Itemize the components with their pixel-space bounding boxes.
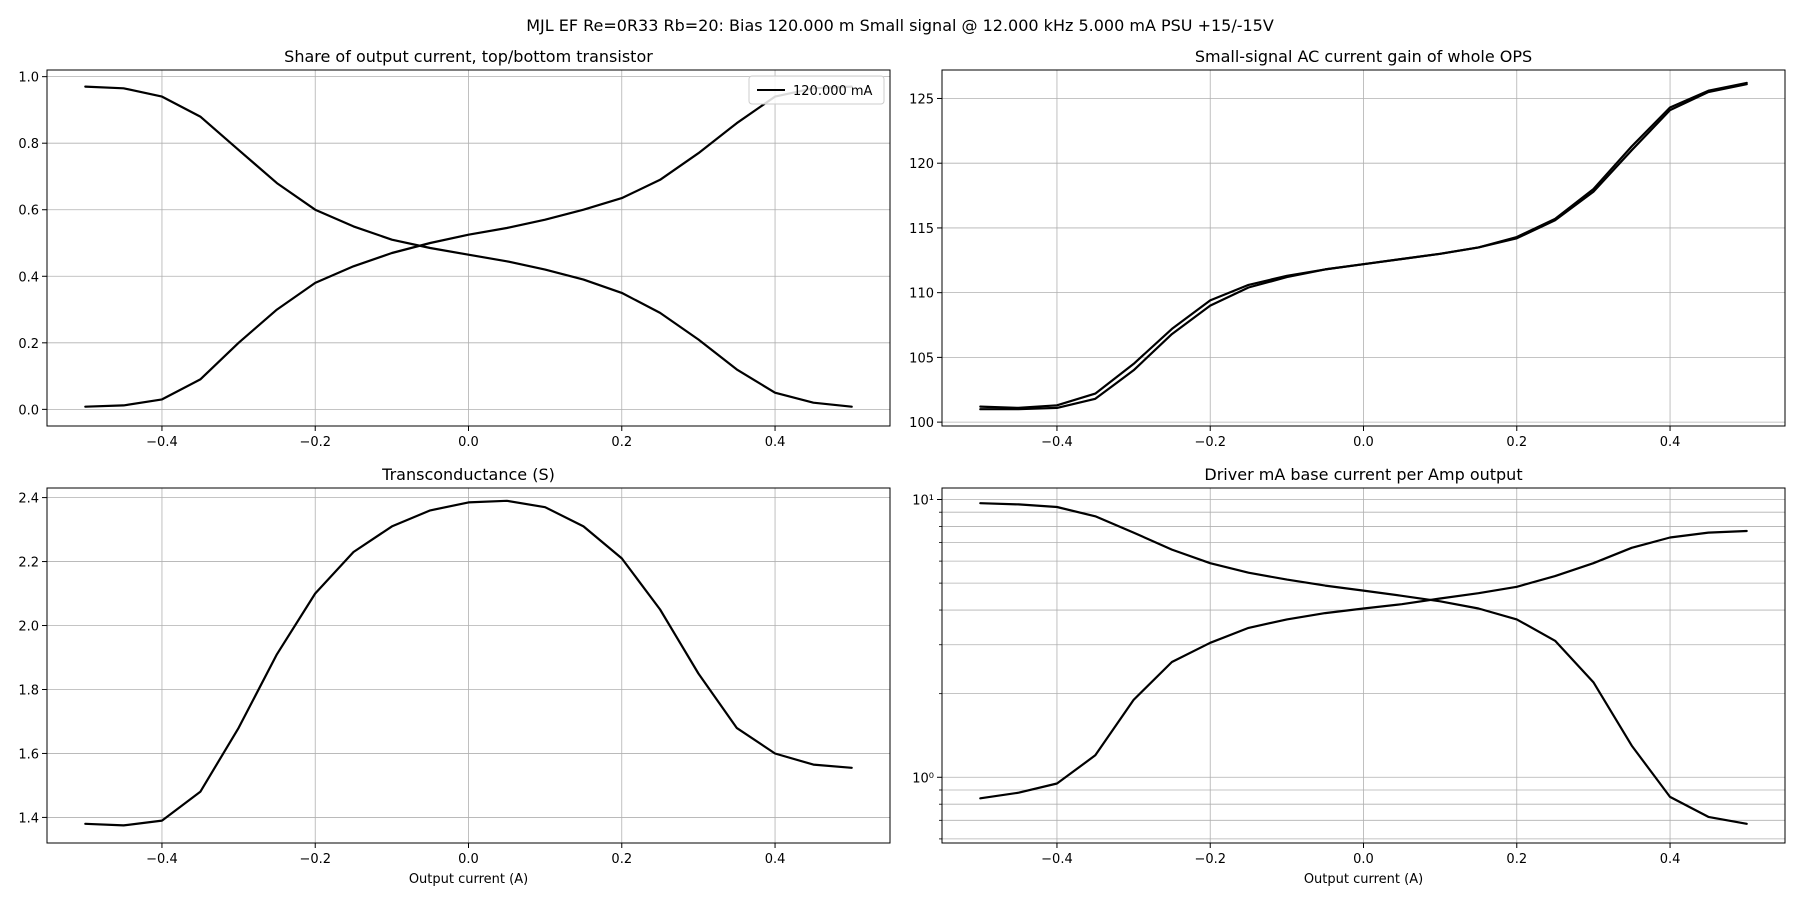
x-tick-label: 0.0 xyxy=(1353,852,1374,867)
grid xyxy=(942,70,1785,426)
legend-label: 120.000 mA xyxy=(793,84,873,99)
x-tick-label: 0.2 xyxy=(611,435,632,450)
y-tick-label: 0.6 xyxy=(18,204,39,219)
y-tick-label: 0.0 xyxy=(18,403,39,418)
y-tick-label: 1.4 xyxy=(18,811,39,826)
y-tick-label: 100 xyxy=(909,416,934,431)
series-line-2 xyxy=(84,85,853,408)
x-tick-label: −0.4 xyxy=(1041,435,1073,450)
x-tick-label: −0.4 xyxy=(146,852,178,867)
y-tick-label: 0.8 xyxy=(18,137,39,152)
y-tick-label: 10⁰ xyxy=(912,771,934,786)
series-line-1 xyxy=(979,502,1748,825)
panel-top-right: −0.4 −0.2 0.0 0.2 0.4 100 105 110 115 120 125 Small… xyxy=(909,47,1786,450)
panel-bottom-left: −0.4 −0.2 0.0 0.2 0.4 1.4 1.6 1.8 2.0 2.2 2.4 Trans… xyxy=(18,465,891,887)
y-tick-label: 2.4 xyxy=(18,492,39,507)
y-tick-label: 1.8 xyxy=(18,683,39,698)
x-tick-label: 0.0 xyxy=(1353,435,1374,450)
x-tick-label: 0.4 xyxy=(1660,435,1681,450)
series-line-1 xyxy=(84,499,853,827)
series-line-2 xyxy=(979,529,1748,800)
y-tick-label: 115 xyxy=(909,222,934,237)
grid xyxy=(47,488,890,843)
x-tick-label: −0.2 xyxy=(299,852,331,867)
figure-suptitle: MJL EF Re=0R33 Rb=20: Bias 120.000 m Sma… xyxy=(526,16,1274,35)
panel-title: Share of output current, top/bottom tran… xyxy=(284,47,653,66)
y-tick-label: 0.4 xyxy=(18,270,39,285)
y-tick-label: 0.2 xyxy=(18,337,39,352)
legend: 120.000 mA xyxy=(748,75,885,105)
y-tick-label: 120 xyxy=(909,157,934,172)
series-line-2 xyxy=(979,83,1748,411)
series-line-1 xyxy=(84,85,853,408)
x-tick-label: −0.4 xyxy=(146,435,178,450)
panel-title: Driver mA base current per Amp output xyxy=(1204,465,1522,484)
x-tick-label: 0.4 xyxy=(1660,852,1681,867)
x-tick-label: −0.2 xyxy=(1194,435,1226,450)
x-tick-label: 0.4 xyxy=(765,435,786,450)
x-tick-label: −0.2 xyxy=(299,435,331,450)
legend-box xyxy=(748,75,885,105)
x-tick-label: 0.4 xyxy=(765,852,786,867)
panel-bottom-right: −0.4 −0.2 0.0 0.2 0.4 10⁰ 10¹ Driver mA base cu… xyxy=(912,465,1786,887)
panel-top-left: −0.4 −0.2 0.0 0.2 0.4 0.0 0.2 0.4 0.6 0.8 1.0 Share… xyxy=(18,47,891,450)
y-tick-label: 105 xyxy=(909,351,934,366)
y-tick-label: 10¹ xyxy=(912,493,934,508)
x-tick-label: −0.2 xyxy=(1194,852,1226,867)
panel-title: Small-signal AC current gain of whole OP… xyxy=(1195,47,1532,66)
x-tick-label: 0.2 xyxy=(611,852,632,867)
y-tick-label: 1.6 xyxy=(18,747,39,762)
y-tick-label: 2.0 xyxy=(18,620,39,635)
y-tick-label: 110 xyxy=(909,287,934,302)
x-tick-label: 0.2 xyxy=(1506,852,1527,867)
grid xyxy=(47,70,890,426)
y-tick-label: 2.2 xyxy=(18,556,39,571)
y-tick-label: 125 xyxy=(909,92,934,107)
x-tick-label: 0.0 xyxy=(458,435,479,450)
x-tick-label: 0.2 xyxy=(1506,435,1527,450)
x-tick-label: −0.4 xyxy=(1041,852,1073,867)
x-axis-label: Output current (A) xyxy=(409,872,528,887)
y-tick-label: 1.0 xyxy=(18,71,39,86)
x-axis-label: Output current (A) xyxy=(1304,872,1423,887)
panel-title: Transconductance (S) xyxy=(381,465,555,484)
x-tick-label: 0.0 xyxy=(458,852,479,867)
